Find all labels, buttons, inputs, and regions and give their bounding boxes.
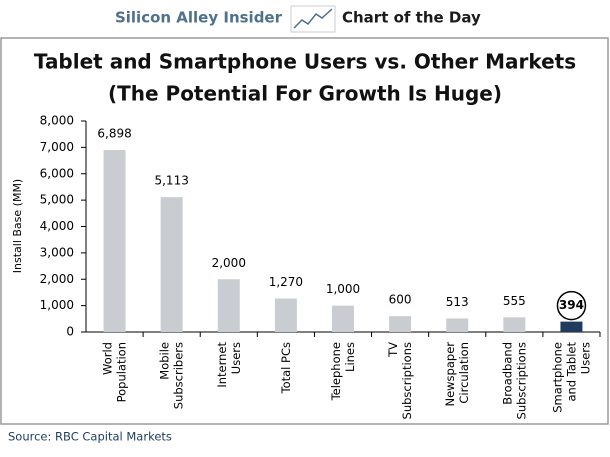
x-tick-label: TelephoneLines <box>329 342 357 401</box>
value-label: 1,000 <box>326 282 360 296</box>
bar <box>446 318 469 332</box>
bar <box>560 321 583 332</box>
logo-icon <box>290 5 336 33</box>
y-tick-label: 8,000 <box>40 114 74 128</box>
y-axis-label: Install Base (MM) <box>11 179 24 273</box>
bar <box>389 316 412 332</box>
value-label: 5,113 <box>154 174 188 188</box>
highlight-circle <box>556 290 587 321</box>
x-tick-label: MobileSubscribers <box>157 342 185 409</box>
x-tick-label: TVSubscriptions <box>386 342 414 420</box>
x-tick-label: Total PCs <box>278 342 292 394</box>
x-tick-label: WorldPopulation <box>100 342 128 402</box>
value-label: 513 <box>446 295 469 309</box>
value-label: 600 <box>389 293 412 307</box>
frame <box>0 37 609 425</box>
value-label: 394 <box>559 298 584 312</box>
bar <box>503 317 526 332</box>
x-tick-label: Smartphoneand TabletUsers <box>550 342 592 413</box>
value-label: 2,000 <box>212 256 246 270</box>
y-tick-label: 7,000 <box>40 140 74 154</box>
bar <box>332 305 354 332</box>
header-label: Chart of the Day <box>342 9 481 27</box>
bar <box>103 150 126 332</box>
y-tick-label: 2,000 <box>40 272 74 286</box>
brand: Silicon Alley Insider <box>115 9 283 27</box>
value-label: 1,270 <box>269 275 303 289</box>
chart-title: Tablet and Smartphone Users vs. Other Ma… <box>34 50 576 74</box>
y-tick-label: 5,000 <box>40 193 74 207</box>
y-tick-label: 0 <box>66 325 74 339</box>
y-tick-label: 3,000 <box>40 245 74 259</box>
x-tick-label: NewspaperCirculation <box>443 342 471 407</box>
x-tick-label: BroadbandSubscriptions <box>500 342 528 419</box>
bar <box>217 279 240 332</box>
bar <box>160 197 183 332</box>
y-tick-label: 1,000 <box>40 298 74 312</box>
y-tick-label: 6,000 <box>40 166 74 180</box>
bar <box>274 298 297 332</box>
value-label: 6,898 <box>97 127 131 141</box>
value-label: 555 <box>503 294 526 308</box>
y-tick-label: 4,000 <box>40 219 74 233</box>
source: Source: RBC Capital Markets <box>8 430 172 444</box>
x-tick-label: InternetUsers <box>214 342 242 388</box>
chart-subtitle: (The Potential For Growth Is Huge) <box>108 82 502 106</box>
